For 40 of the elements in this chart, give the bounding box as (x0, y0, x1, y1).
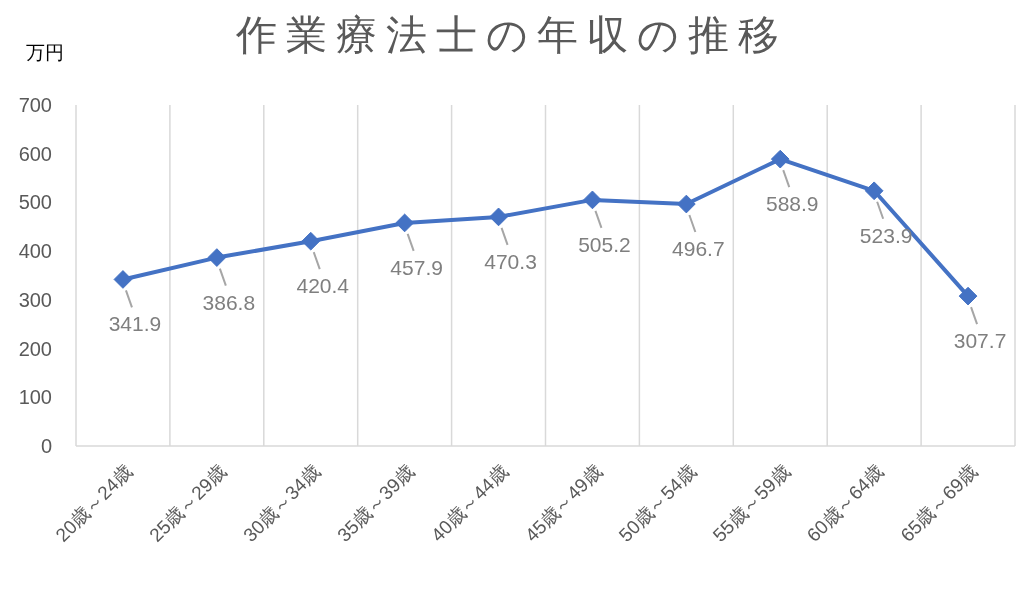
x-tick-label: 50歳～54歳 (614, 460, 700, 546)
point (676, 194, 696, 214)
x-tick-label: 45歳～49歳 (520, 460, 606, 546)
chart-title: 作業療法士の年収の推移 (235, 12, 788, 58)
x-tick-label: 60歳～64歳 (802, 460, 888, 546)
data-label: 457.9 (390, 255, 443, 279)
data-label: 505.2 (578, 232, 631, 256)
x-tick-label: 65歳～69歳 (896, 460, 982, 546)
x-tick-label: 35歳～39歳 (333, 460, 419, 546)
x-tick-label: 30歳～34歳 (239, 460, 325, 546)
data-label: 523.9 (859, 223, 913, 247)
y-axis-title: 万円 (26, 42, 64, 63)
point (489, 207, 508, 227)
y-tick-label: 500 (18, 191, 52, 214)
y-tick-label: 700 (18, 94, 52, 116)
point (958, 286, 978, 306)
y-tick-label: 0 (40, 435, 52, 457)
y-tick-label: 100 (18, 386, 52, 409)
y-tick-label: 400 (18, 240, 52, 263)
point (113, 270, 133, 289)
x-tick-label: 20歳～24歳 (51, 460, 137, 546)
data-label: 470.3 (484, 249, 537, 273)
data-label: 420.4 (296, 274, 350, 298)
data-label: 307.7 (953, 329, 1007, 353)
point (583, 190, 602, 210)
x-tick-label: 55歳～59歳 (708, 460, 794, 546)
data-label: 341.9 (108, 312, 162, 336)
data-label: 386.8 (202, 290, 256, 314)
data-label: 588.9 (765, 192, 819, 216)
point (301, 231, 321, 251)
y-tick-label: 200 (18, 337, 52, 360)
y-tick-label: 600 (18, 142, 52, 165)
point (864, 181, 884, 201)
data-label: 496.7 (672, 237, 725, 261)
point (770, 149, 790, 169)
x-tick-label: 40歳～44歳 (427, 460, 513, 546)
point (395, 213, 415, 233)
x-tick-label: 25歳～29歳 (145, 460, 231, 546)
point (207, 248, 227, 267)
y-tick-label: 300 (18, 288, 52, 311)
